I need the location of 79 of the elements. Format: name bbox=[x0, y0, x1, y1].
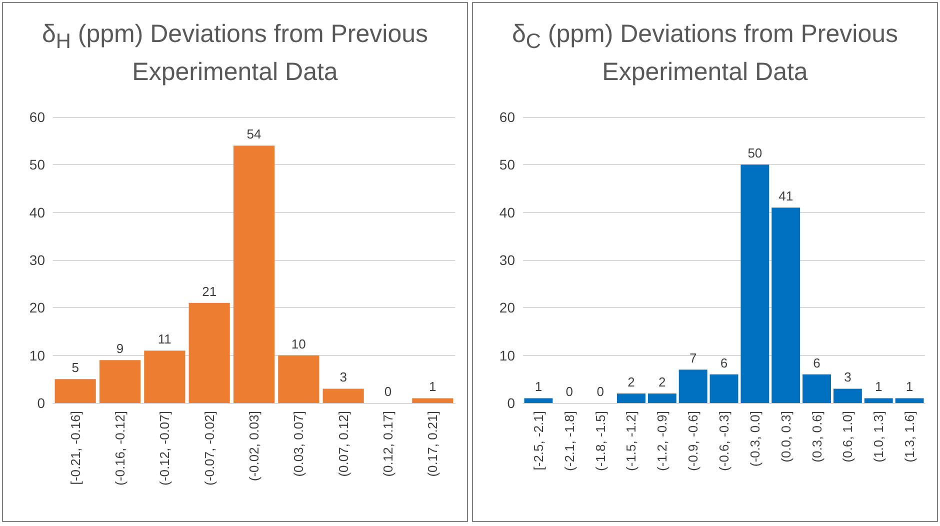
data-label: 21 bbox=[202, 284, 217, 299]
bar bbox=[617, 393, 646, 403]
bar bbox=[99, 360, 141, 403]
bar bbox=[54, 379, 96, 403]
x-tick-label: (-0.9, -0.6] bbox=[686, 411, 701, 471]
bar bbox=[322, 388, 364, 403]
x-tick-label: (-0.12, -0.07] bbox=[157, 411, 172, 486]
bar bbox=[144, 350, 186, 403]
x-tick-label: [-0.21, -0.16] bbox=[68, 411, 83, 485]
data-label: 1 bbox=[906, 379, 914, 394]
bar bbox=[678, 370, 708, 403]
bar bbox=[412, 398, 454, 403]
x-tick-label: (0.3, 0.6] bbox=[809, 411, 824, 462]
bar bbox=[188, 302, 230, 403]
y-tick-label: 0 bbox=[37, 395, 46, 411]
data-label: 7 bbox=[689, 350, 697, 366]
data-label: 9 bbox=[116, 341, 124, 356]
data-label: 1 bbox=[875, 379, 882, 394]
x-tick-label: (0.0, 0.3] bbox=[778, 411, 794, 462]
bar bbox=[524, 398, 553, 403]
y-tick-label: 50 bbox=[29, 156, 46, 173]
x-tick-label: (-0.16, -0.12] bbox=[112, 411, 128, 486]
x-tick-label: (1.3, 1.6] bbox=[902, 411, 918, 462]
data-label: 3 bbox=[844, 370, 852, 385]
y-tick-label: 40 bbox=[499, 204, 516, 220]
x-tick-label: (0.6, 1.0] bbox=[840, 411, 856, 462]
data-label: 10 bbox=[291, 336, 306, 352]
x-tick-label: (-2.1, -1.8] bbox=[562, 411, 577, 471]
y-tick-label: 50 bbox=[499, 156, 516, 173]
x-tick-label: (0.07, 0.12] bbox=[336, 411, 351, 477]
x-tick-label: (0.03, 0.07] bbox=[291, 411, 306, 477]
chart-title: δ$_{H}$ (ppm) Deviations from Previous Experimental Data bbox=[40, 19, 430, 88]
y-tick-label: 10 bbox=[29, 347, 46, 364]
data-label: 3 bbox=[340, 370, 347, 385]
bar bbox=[278, 355, 320, 403]
data-label: 11 bbox=[158, 332, 172, 347]
y-tick-label: 20 bbox=[499, 300, 516, 316]
bar bbox=[233, 146, 275, 403]
data-label: 50 bbox=[748, 146, 762, 161]
data-label: 1 bbox=[534, 379, 542, 394]
y-tick-label: 30 bbox=[499, 252, 516, 268]
bar bbox=[802, 374, 831, 403]
x-tick-label: (1.0, 1.3] bbox=[871, 411, 886, 462]
data-label: 5 bbox=[72, 360, 79, 376]
bar bbox=[833, 388, 862, 403]
x-tick-label: (-0.02, 0.03] bbox=[246, 411, 262, 482]
y-tick-label: 60 bbox=[29, 109, 46, 125]
y-tick-label: 20 bbox=[29, 300, 46, 316]
data-label: 6 bbox=[720, 355, 728, 370]
x-tick-label: (-0.07, -0.02] bbox=[202, 411, 217, 486]
x-tick-label: (-0.6, -0.3] bbox=[716, 411, 732, 471]
x-tick-label: (0.17, 0.21] bbox=[425, 411, 440, 477]
bar bbox=[895, 398, 924, 403]
data-label: 1 bbox=[429, 379, 436, 394]
y-tick-label: 30 bbox=[29, 252, 46, 268]
y-tick-label: 0 bbox=[507, 395, 516, 411]
x-tick-label: (0.12, 0.17] bbox=[380, 411, 396, 477]
data-label: 2 bbox=[658, 374, 666, 390]
data-label: 54 bbox=[246, 126, 262, 142]
data-label: 0 bbox=[596, 384, 604, 399]
x-tick-label: (-1.5, -1.2] bbox=[624, 411, 639, 471]
y-tick-label: 10 bbox=[499, 347, 516, 364]
y-tick-label: 60 bbox=[499, 109, 516, 125]
bar bbox=[740, 164, 770, 403]
chart-title: δ$_{C}$ (ppm) Deviations from Previous Experimental Data bbox=[510, 19, 900, 88]
data-label: 0 bbox=[566, 384, 573, 399]
x-tick-label: (-1.8, -1.5] bbox=[592, 411, 608, 471]
data-label: 0 bbox=[384, 384, 392, 399]
y-tick-label: 40 bbox=[29, 204, 46, 220]
bar bbox=[710, 374, 738, 403]
bar bbox=[864, 398, 893, 403]
data-label: 2 bbox=[628, 374, 635, 390]
bar bbox=[648, 393, 676, 403]
x-tick-label: (-1.2, -0.9] bbox=[654, 411, 670, 471]
x-tick-label: (-0.3, 0.0] bbox=[747, 411, 762, 467]
data-label: 41 bbox=[778, 188, 794, 204]
data-label: 6 bbox=[813, 355, 820, 370]
x-tick-label: [-2.5, -2.1] bbox=[530, 411, 546, 470]
bar bbox=[772, 208, 800, 403]
